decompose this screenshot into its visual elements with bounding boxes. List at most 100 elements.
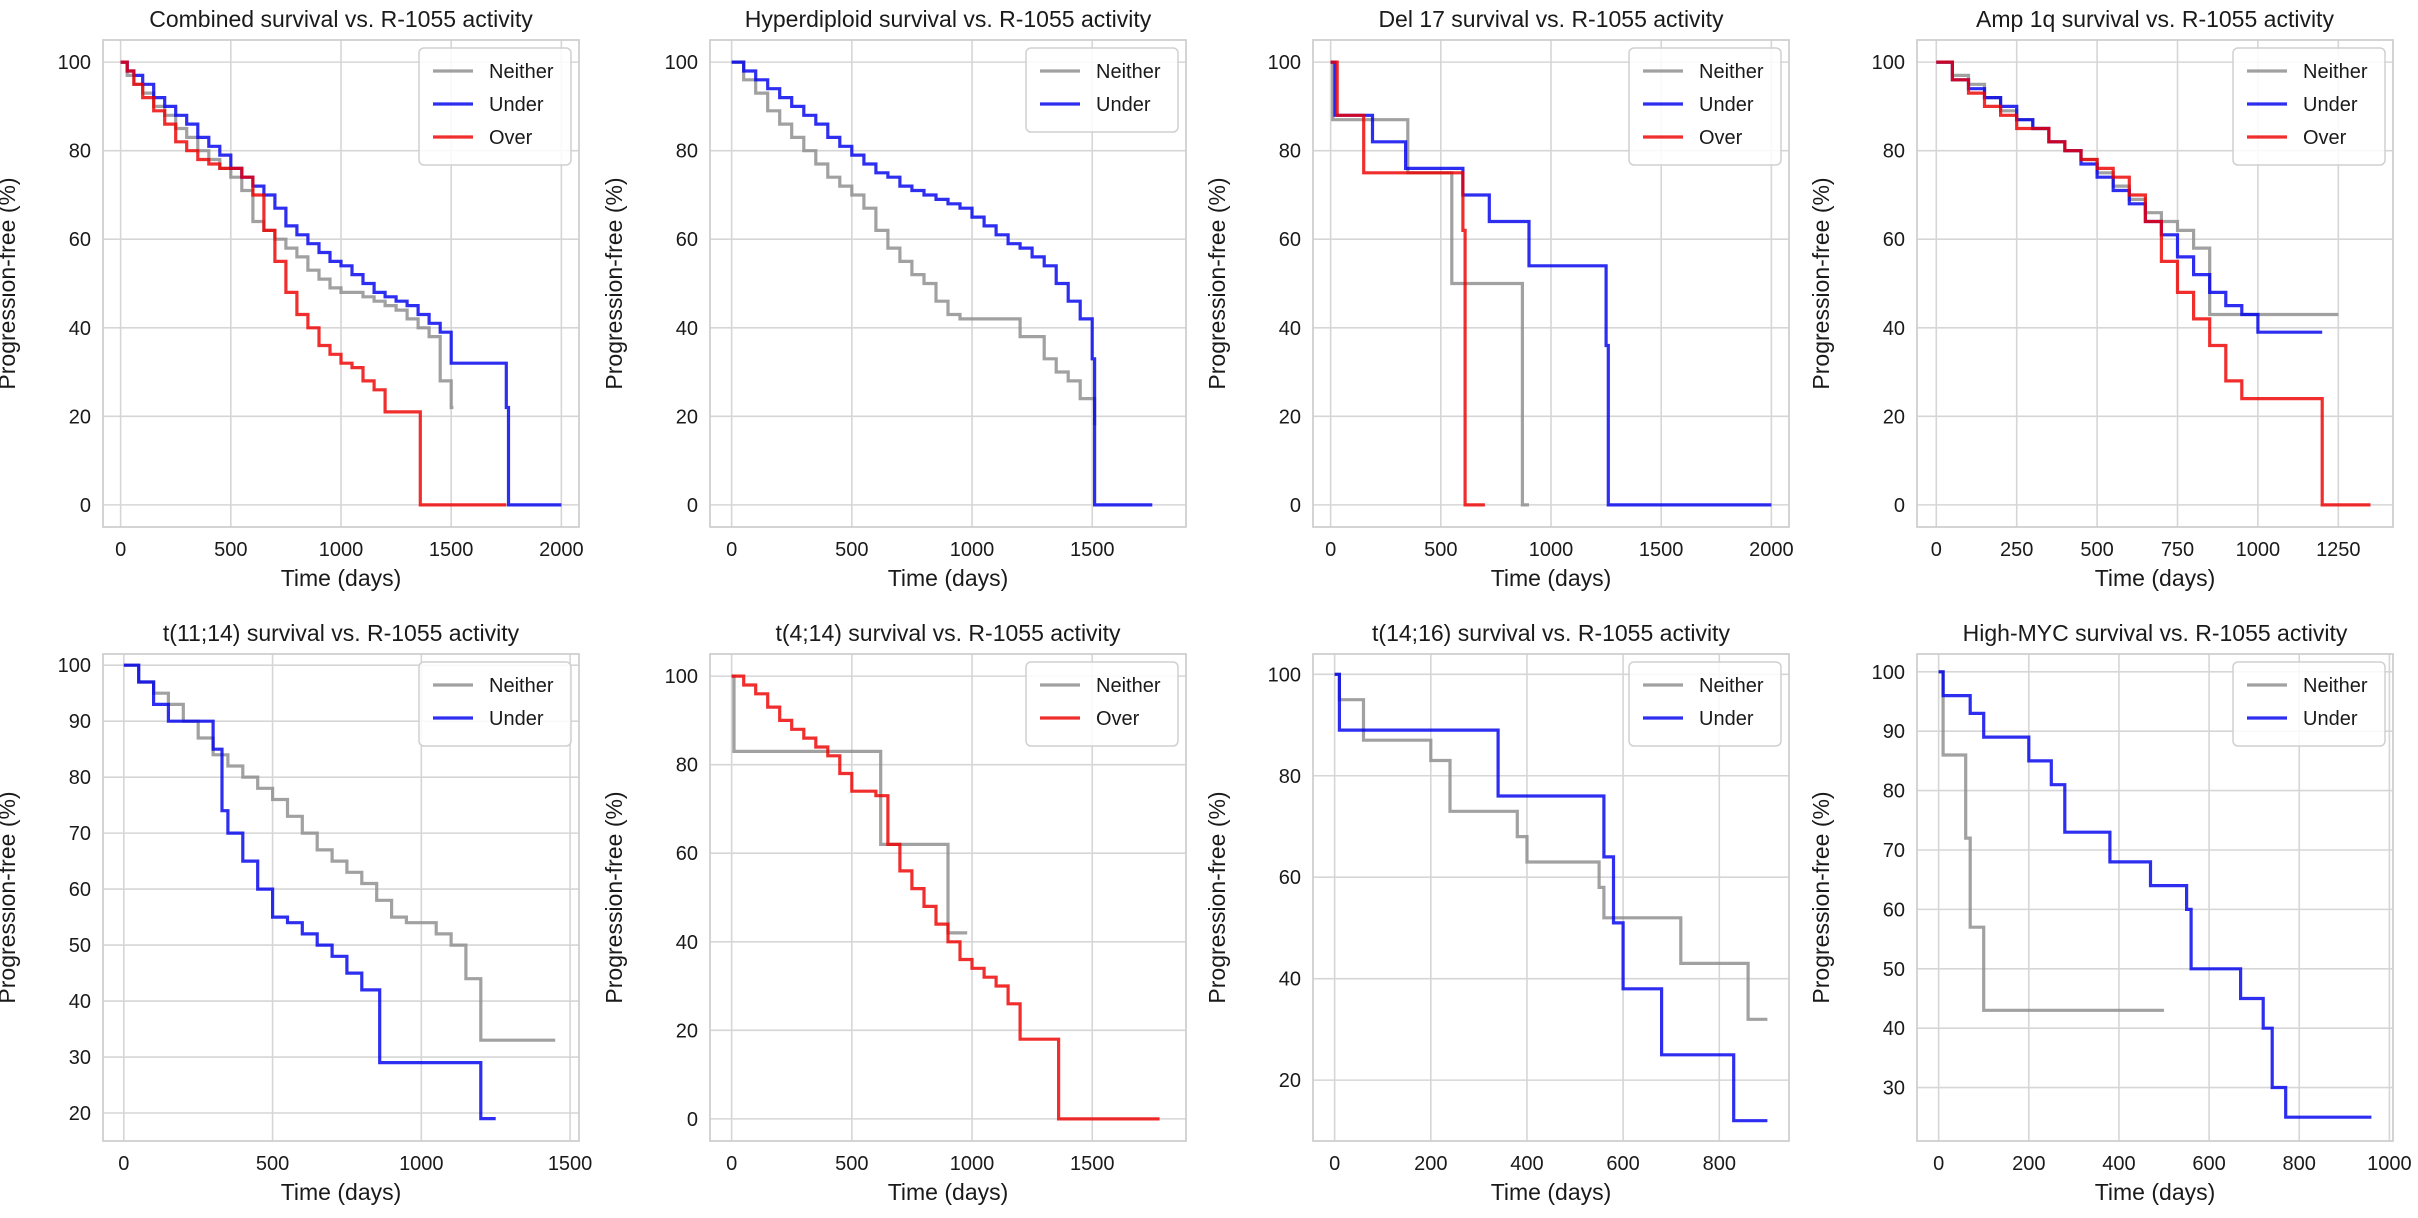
y-tick-label: 40 — [1883, 1018, 1905, 1040]
x-tick-label: 500 — [1424, 539, 1457, 561]
x-tick-label: 1500 — [1639, 539, 1684, 561]
y-tick-label: 70 — [69, 823, 91, 845]
y-tick-label: 50 — [69, 935, 91, 957]
y-tick-label: 20 — [69, 406, 91, 428]
y-tick-label: 0 — [687, 495, 698, 517]
y-axis-label: Progression-free (%) — [0, 177, 20, 389]
plot-frame — [709, 653, 1187, 1142]
chart-title: t(11;14) survival vs. R-1055 activity — [163, 620, 520, 646]
legend: Neither Under — [1025, 47, 1179, 133]
x-axis-label: Time (days) — [281, 565, 402, 591]
x-tick-label: 500 — [835, 1153, 868, 1175]
x-tick-label: 600 — [2192, 1153, 2225, 1175]
legend-label: Under — [489, 708, 544, 730]
legend-label: Over — [1699, 127, 1743, 149]
x-axis-label: Time (days) — [1491, 565, 1612, 591]
legend-box — [1025, 661, 1179, 747]
legend-label: Neither — [2303, 675, 2368, 697]
x-tick-label: 0 — [1329, 1153, 1340, 1175]
y-tick-label: 40 — [69, 318, 91, 340]
x-tick-label: 2000 — [539, 539, 584, 561]
y-tick-label: 30 — [69, 1047, 91, 1069]
x-tick-label: 0 — [118, 1153, 129, 1175]
y-tick-label: 100 — [665, 52, 698, 74]
legend-label: Neither — [1699, 675, 1764, 697]
chart-title: t(4;14) survival vs. R-1055 activity — [775, 620, 1121, 646]
y-tick-label: 0 — [80, 495, 91, 517]
x-axis-label: Time (days) — [888, 565, 1009, 591]
y-tick-label: 0 — [1290, 495, 1301, 517]
legend: Neither Under Over — [1628, 47, 1782, 166]
chart-panel: 0 500 1000 1500 2000 0 20 40 60 80 100 Combined sur… — [0, 6, 584, 591]
y-tick-label: 100 — [58, 655, 91, 677]
legend-label: Over — [1096, 708, 1140, 730]
y-tick-label: 80 — [1279, 766, 1301, 788]
x-tick-label: 500 — [2080, 539, 2113, 561]
y-tick-label: 20 — [1279, 1070, 1301, 1092]
y-tick-label: 60 — [676, 229, 698, 251]
x-tick-label: 500 — [256, 1153, 289, 1175]
x-tick-label: 0 — [726, 1153, 737, 1175]
legend-label: Neither — [489, 61, 554, 83]
plot-frame — [1312, 39, 1790, 528]
series-line-neither — [1938, 670, 2164, 1012]
y-tick-label: 60 — [1883, 899, 1905, 921]
x-axis-label: Time (days) — [888, 1179, 1009, 1205]
series-line-under — [1334, 672, 1768, 1123]
x-tick-label: 0 — [1931, 539, 1942, 561]
y-axis-label: Progression-free (%) — [1808, 791, 1834, 1003]
x-tick-label: 1000 — [319, 539, 364, 561]
plot-frame — [1916, 653, 2394, 1142]
x-tick-label: 400 — [2102, 1153, 2135, 1175]
plot-frame — [709, 39, 1187, 528]
y-tick-label: 80 — [676, 755, 698, 777]
y-tick-label: 40 — [1883, 318, 1905, 340]
x-tick-label: 2000 — [1749, 539, 1794, 561]
y-tick-label: 20 — [1279, 406, 1301, 428]
x-tick-label: 1250 — [2316, 539, 2361, 561]
x-tick-label: 800 — [2283, 1153, 2316, 1175]
y-tick-label: 0 — [687, 1109, 698, 1131]
x-axis-label: Time (days) — [2095, 565, 2216, 591]
x-tick-label: 1000 — [399, 1153, 444, 1175]
y-tick-label: 60 — [69, 229, 91, 251]
x-tick-label: 1000 — [1529, 539, 1574, 561]
chart-panel: 0 500 1000 1500 0 20 40 60 80 100 t(4;14) survival… — [601, 620, 1187, 1205]
chart-panel: 0 500 1000 1500 20 30 40 50 60 70 80 90 100 t(11;14) … — [0, 620, 592, 1205]
series-line-neither — [731, 60, 1097, 426]
y-tick-label: 70 — [1883, 840, 1905, 862]
y-tick-label: 30 — [1883, 1078, 1905, 1100]
x-tick-label: 500 — [835, 539, 868, 561]
y-axis-label: Progression-free (%) — [601, 791, 627, 1003]
y-axis-label: Progression-free (%) — [1204, 177, 1230, 389]
legend: Neither Over — [1025, 661, 1179, 747]
legend-box — [2232, 661, 2386, 747]
plot-frame — [1312, 653, 1790, 1142]
legend-label: Under — [1096, 94, 1151, 116]
chart-title: Hyperdiploid survival vs. R-1055 activit… — [745, 6, 1152, 32]
legend-box — [1025, 47, 1179, 133]
x-tick-label: 800 — [1703, 1153, 1736, 1175]
y-tick-label: 40 — [676, 932, 698, 954]
y-tick-label: 90 — [1883, 721, 1905, 743]
x-tick-label: 0 — [1933, 1153, 1944, 1175]
x-tick-label: 200 — [1414, 1153, 1447, 1175]
y-tick-label: 80 — [69, 141, 91, 163]
y-tick-label: 80 — [1883, 781, 1905, 803]
legend-label: Under — [489, 94, 544, 116]
x-tick-label: 1000 — [2236, 539, 2281, 561]
series-line-under — [123, 663, 496, 1121]
x-tick-label: 0 — [726, 539, 737, 561]
y-tick-label: 40 — [69, 991, 91, 1013]
y-tick-label: 90 — [69, 711, 91, 733]
x-tick-label: 1500 — [429, 539, 474, 561]
legend-label: Under — [2303, 94, 2358, 116]
y-tick-label: 60 — [69, 879, 91, 901]
y-tick-label: 80 — [676, 141, 698, 163]
chart-panel: 0 200 400 600 800 1000 30 40 50 60 70 80 90 100 High-M… — [1808, 620, 2412, 1205]
x-tick-label: 500 — [214, 539, 247, 561]
legend-label: Over — [489, 127, 533, 149]
x-tick-label: 1000 — [950, 1153, 995, 1175]
legend-box — [1628, 661, 1782, 747]
